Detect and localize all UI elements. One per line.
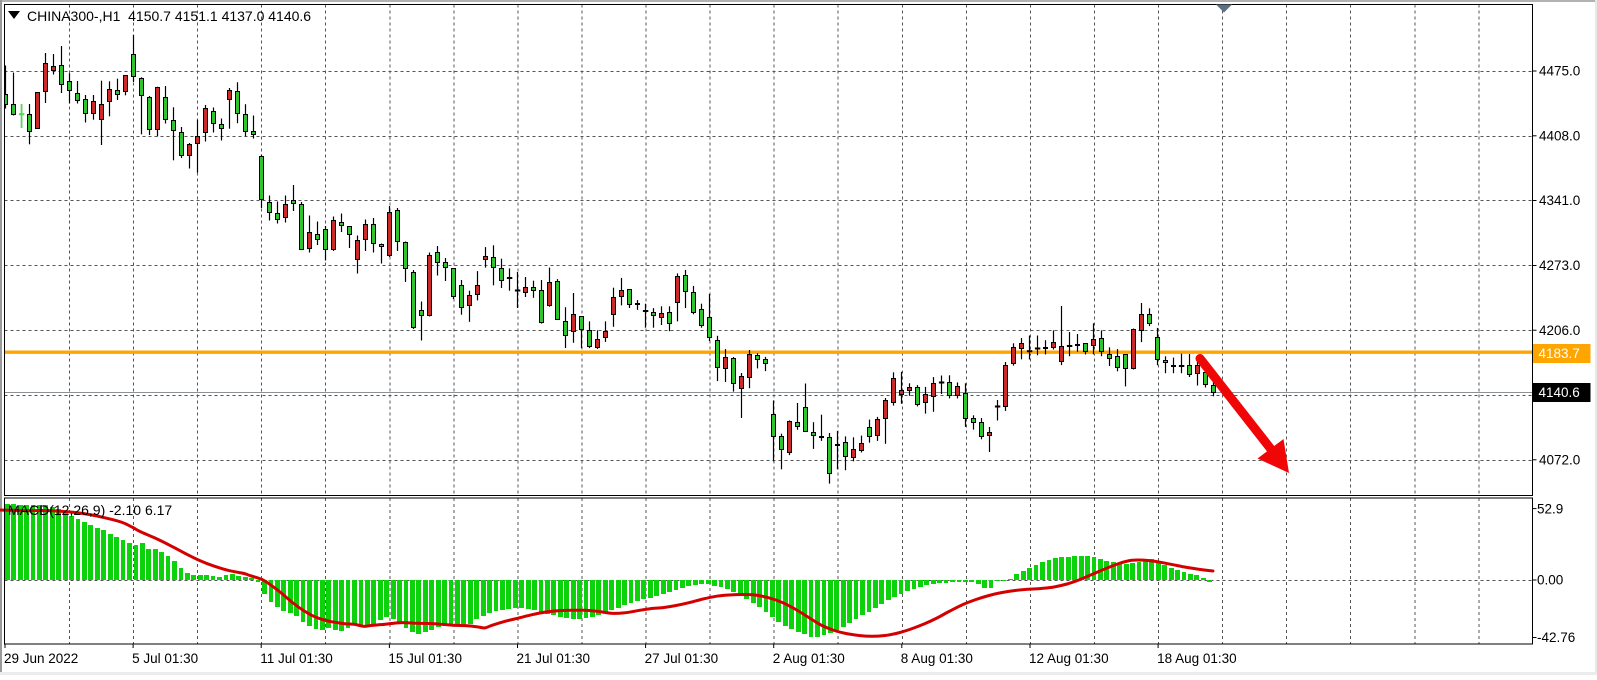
svg-text:2 Aug 01:30: 2 Aug 01:30 xyxy=(773,651,845,666)
svg-text:4140.6: 4140.6 xyxy=(1539,385,1580,400)
svg-text:29 Jun 2022: 29 Jun 2022 xyxy=(4,651,78,666)
svg-text:5 Jul 01:30: 5 Jul 01:30 xyxy=(132,651,198,666)
svg-text:CHINA300-,H1 4150.7 4151.1 41: CHINA300-,H1 4150.7 4151.1 4137.0 4140.6 xyxy=(27,8,311,24)
svg-text:12 Aug 01:30: 12 Aug 01:30 xyxy=(1029,651,1109,666)
svg-text:4273.0: 4273.0 xyxy=(1539,258,1580,273)
svg-text:0.00: 0.00 xyxy=(1537,573,1563,588)
svg-text:8 Aug 01:30: 8 Aug 01:30 xyxy=(901,651,973,666)
svg-text:MACD(12,26,9) -2.10 6.17: MACD(12,26,9) -2.10 6.17 xyxy=(8,502,172,518)
svg-text:15 Jul 01:30: 15 Jul 01:30 xyxy=(388,651,462,666)
svg-text:4206.0: 4206.0 xyxy=(1539,323,1580,338)
svg-text:21 Jul 01:30: 21 Jul 01:30 xyxy=(517,651,591,666)
svg-text:4408.0: 4408.0 xyxy=(1539,129,1580,144)
svg-text:52.9: 52.9 xyxy=(1537,501,1563,516)
svg-text:27 Jul 01:30: 27 Jul 01:30 xyxy=(645,651,719,666)
svg-text:4341.0: 4341.0 xyxy=(1539,193,1580,208)
svg-text:4183.7: 4183.7 xyxy=(1539,346,1580,361)
svg-text:18 Aug 01:30: 18 Aug 01:30 xyxy=(1157,651,1237,666)
svg-text:-42.76: -42.76 xyxy=(1537,630,1575,645)
svg-text:4072.0: 4072.0 xyxy=(1539,453,1580,468)
svg-text:4475.0: 4475.0 xyxy=(1539,64,1580,79)
svg-text:11 Jul 01:30: 11 Jul 01:30 xyxy=(260,651,333,666)
